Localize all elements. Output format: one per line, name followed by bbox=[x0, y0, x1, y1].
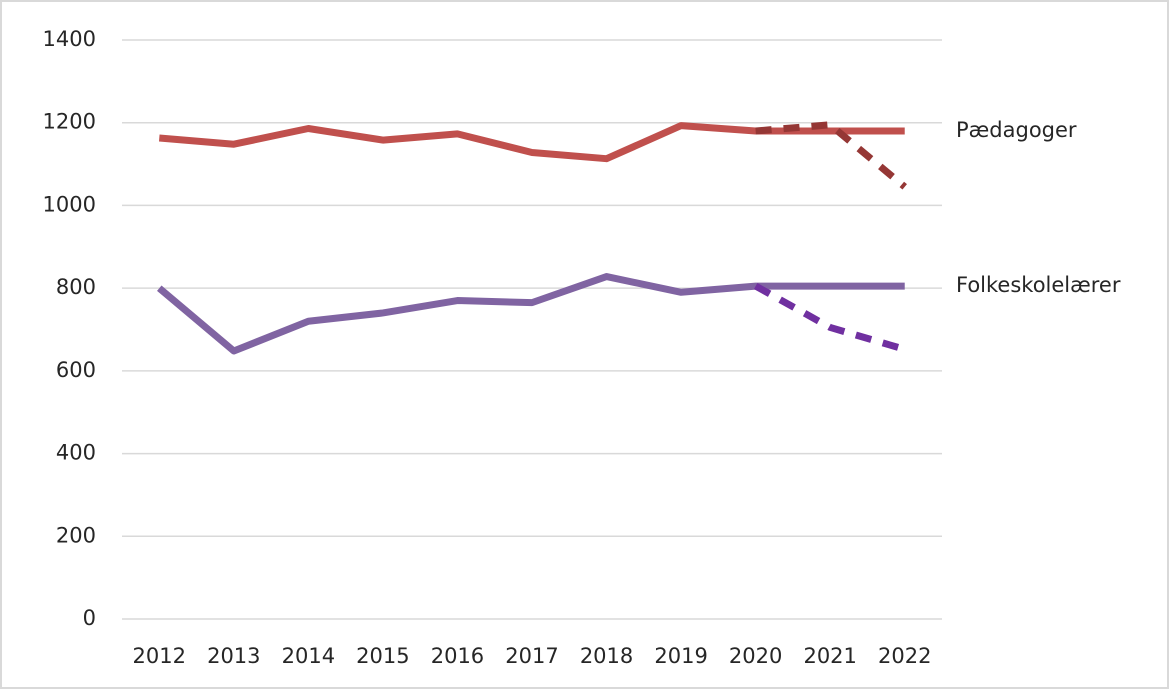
x-tick-label: 2022 bbox=[878, 644, 931, 668]
y-tick-label: 1400 bbox=[43, 27, 96, 51]
x-tick-label: 2012 bbox=[133, 644, 186, 668]
series-label: Folkeskolelærer bbox=[956, 273, 1121, 297]
series-label: Pædagoger bbox=[956, 118, 1077, 142]
y-tick-label: 400 bbox=[56, 441, 96, 465]
x-tick-label: 2015 bbox=[356, 644, 409, 668]
series-line bbox=[157, 273, 905, 355]
y-tick-label: 600 bbox=[56, 358, 96, 382]
x-tick-label: 2020 bbox=[729, 644, 782, 668]
y-tick-label: 1000 bbox=[43, 192, 96, 216]
y-tick-label: 200 bbox=[56, 523, 96, 547]
x-tick-label: 2017 bbox=[505, 644, 558, 668]
y-tick-label: 0 bbox=[83, 606, 96, 630]
x-tick-label: 2014 bbox=[282, 644, 335, 668]
dashed-line bbox=[753, 283, 906, 353]
x-tick-label: 2018 bbox=[580, 644, 633, 668]
x-tick-label: 2019 bbox=[654, 644, 707, 668]
x-tick-label: 2016 bbox=[431, 644, 484, 668]
x-tick-label: 2013 bbox=[207, 644, 260, 668]
y-tick-label: 800 bbox=[56, 275, 96, 299]
x-tick-label: 2021 bbox=[803, 644, 856, 668]
y-tick-label: 1200 bbox=[43, 110, 96, 134]
series-line bbox=[158, 122, 905, 163]
